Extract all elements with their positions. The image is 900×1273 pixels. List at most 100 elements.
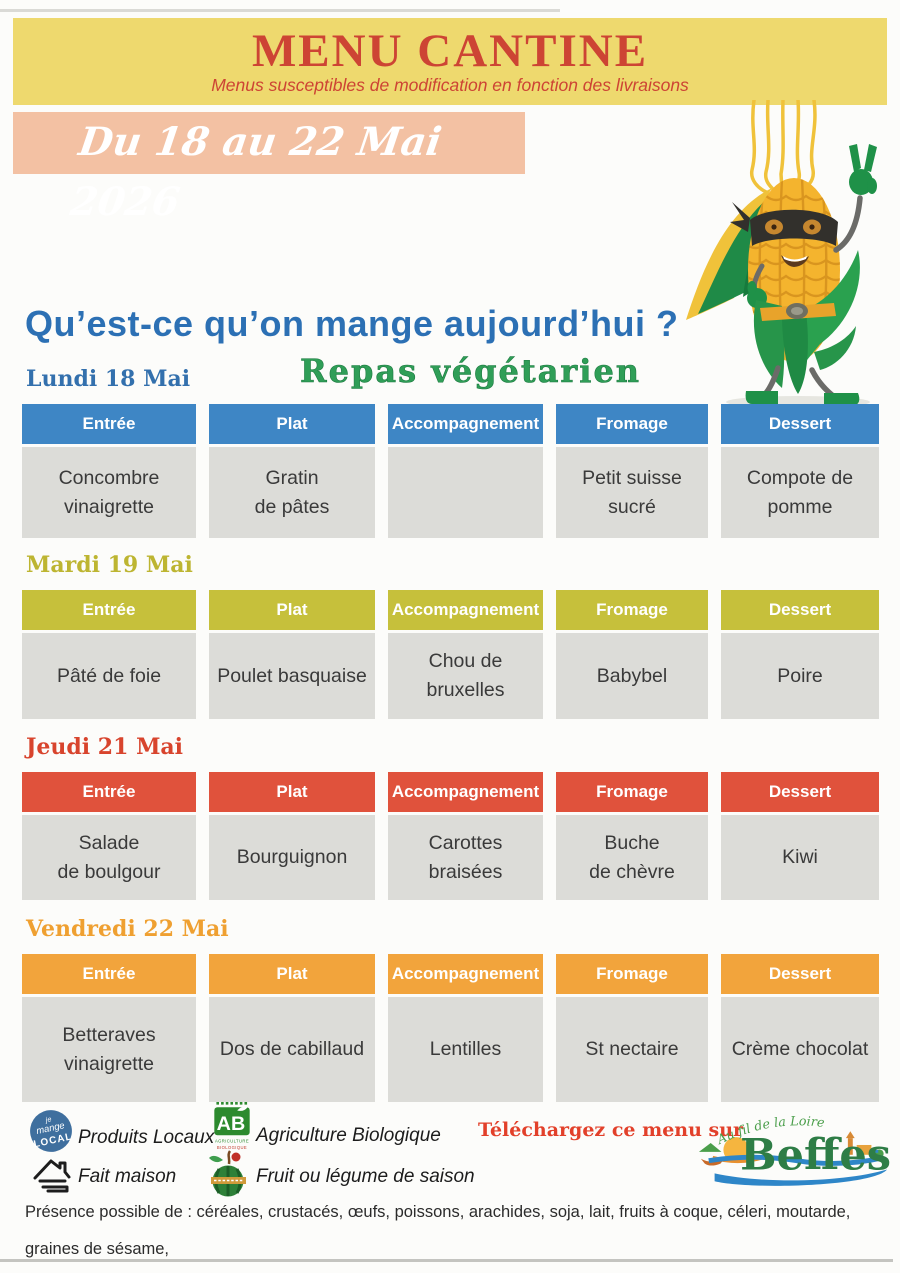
menu-cell-entree: Pâté de foie — [22, 633, 196, 719]
left-pupil — [771, 224, 777, 230]
peace-sign-glove — [849, 144, 877, 195]
column-header-plat: Plat — [209, 954, 375, 994]
menu-cell-fromage: Petit suisse sucré — [556, 447, 708, 538]
column-header-fromage: Fromage — [556, 590, 708, 630]
menu-cell-fromage: Buche de chèvre — [556, 815, 708, 900]
column-header-entree: Entrée — [22, 590, 196, 630]
day-title: Jeudi 21 Mai — [26, 734, 184, 760]
ab-small-line1: AGRICULTURE — [215, 1139, 249, 1144]
download-text: Téléchargez ce menu sur — [478, 1119, 744, 1141]
menu-cell-accompagnement: Lentilles — [388, 997, 543, 1102]
column-header-row: Entrée Plat Accompagnement Fromage Desse… — [22, 404, 879, 444]
belt-buckle-inner — [791, 307, 803, 315]
beffes-town-logo: Au fil de la Loire Beffes — [698, 1114, 891, 1186]
header-band: MENU CANTINE Menus susceptibles de modif… — [13, 18, 887, 105]
right-pupil — [809, 224, 815, 230]
legend-fruit-legume-saison: Fruit ou légume de saison — [256, 1166, 475, 1187]
bottom-divider — [0, 1259, 893, 1262]
menu-cell-plat: Gratin de pâtes — [209, 447, 375, 538]
menu-cell-plat: Dos de cabillaud — [209, 997, 375, 1102]
bandana-knot — [730, 202, 750, 232]
legend-produits-locaux: Produits Locaux — [78, 1127, 215, 1148]
column-header-plat: Plat — [209, 404, 375, 444]
page-title: MENU CANTINE — [251, 25, 649, 77]
house-icon — [33, 1159, 71, 1193]
menu-cell-accompagnement: Carottes braisées — [388, 815, 543, 900]
column-header-fromage: Fromage — [556, 404, 708, 444]
right-boot — [824, 393, 860, 406]
day-title: Mardi 19 Mai — [26, 552, 193, 578]
local-badge-je: je — [44, 1114, 52, 1124]
menu-cell-dessert: Compote de pomme — [721, 447, 879, 538]
menu-cell-dessert: Poire — [721, 633, 879, 719]
menu-cell-accompagnement: Chou de bruxelles — [388, 633, 543, 719]
menu-cell-accompagnement — [388, 447, 543, 538]
ab-letters: AB — [217, 1113, 246, 1135]
menu-cell-dessert: Crème chocolat — [721, 997, 879, 1102]
column-header-entree: Entrée — [22, 404, 196, 444]
menu-cell-plat: Bourguignon — [209, 815, 375, 900]
date-range: Du 18 au 22 Mai 2026 — [67, 119, 445, 225]
column-header-accompagnement: Accompagnement — [388, 772, 543, 812]
menu-cell-entree: Salade de boulgour — [22, 815, 196, 900]
legend-agriculture-biologique: Agriculture Biologique — [256, 1125, 441, 1146]
menu-row: Pâté de foie Poulet basquaise Chou de br… — [22, 633, 879, 719]
day-title: Lundi 18 Mai — [26, 366, 191, 392]
left-boot — [745, 391, 778, 404]
day-section-vendredi: Vendredi 22 Mai Entrée Plat Accompagneme… — [22, 916, 879, 1102]
water-swoosh — [714, 1169, 888, 1186]
date-banner: Du 18 au 22 Mai 2026 — [13, 112, 525, 225]
water-line — [708, 1154, 884, 1166]
menu-cell-entree: Concombre vinaigrette — [22, 447, 196, 538]
legend-fait-maison: Fait maison — [78, 1166, 177, 1187]
column-header-dessert: Dessert — [721, 954, 879, 994]
column-header-accompagnement: Accompagnement — [388, 590, 543, 630]
menu-cell-fromage: Babybel — [556, 633, 708, 719]
allergen-line-2: sulfites, lupin, mollusques, — [25, 1268, 873, 1273]
menu-row: Salade de boulgour Bourguignon Carottes … — [22, 815, 879, 900]
menu-cell-plat: Poulet basquaise — [209, 633, 375, 719]
vegetarian-note: Repas végétarien — [300, 352, 642, 391]
column-header-fromage: Fromage — [556, 772, 708, 812]
menu-row: Betteraves vinaigrette Dos de cabillaud … — [22, 997, 879, 1102]
column-header-plat: Plat — [209, 590, 375, 630]
day-title: Vendredi 22 Mai — [26, 916, 229, 942]
tree-icon — [698, 1143, 722, 1152]
column-header-row: Entrée Plat Accompagnement Fromage Desse… — [22, 954, 879, 994]
teeth — [783, 256, 807, 262]
menu-cell-dessert: Kiwi — [721, 815, 879, 900]
right-arm — [833, 195, 863, 253]
day-section-mardi: Mardi 19 Mai Entrée Plat Accompagnement … — [22, 552, 879, 719]
column-header-plat: Plat — [209, 772, 375, 812]
mask — [750, 209, 838, 246]
column-header-dessert: Dessert — [721, 590, 879, 630]
column-header-row: Entrée Plat Accompagnement Fromage Desse… — [22, 772, 879, 812]
column-header-dessert: Dessert — [721, 772, 879, 812]
menu-row: Concombre vinaigrette Gratin de pâtes Pe… — [22, 447, 879, 538]
column-header-entree: Entrée — [22, 772, 196, 812]
je-mange-local-badge-icon: je mange LOCAL — [30, 1110, 74, 1152]
allergen-notice: Présence possible de : céréales, crustac… — [25, 1194, 873, 1273]
scan-artifact — [0, 9, 560, 12]
menu-cell-entree: Betteraves vinaigrette — [22, 997, 196, 1102]
mouth — [781, 255, 809, 267]
corn-silk-strings — [749, 100, 817, 196]
ab-organic-logo-icon: AB AGRICULTURE BIOLOGIQUE — [214, 1102, 250, 1150]
menu-cell-fromage: St nectaire — [556, 997, 708, 1102]
seasonal-fruit-icon — [209, 1150, 246, 1197]
left-thumb — [747, 281, 757, 295]
column-header-fromage: Fromage — [556, 954, 708, 994]
allergen-line-1: Présence possible de : céréales, crustac… — [25, 1203, 851, 1258]
ab-small-line2: BIOLOGIQUE — [217, 1145, 247, 1150]
column-header-dessert: Dessert — [721, 404, 879, 444]
day-section-lundi: Lundi 18 Mai Entrée Plat Accompagnement … — [22, 366, 879, 538]
day-section-jeudi: Jeudi 21 Mai Entrée Plat Accompagnement … — [22, 734, 879, 900]
beffes-name: Beffes — [740, 1130, 891, 1180]
header-subtitle: Menus susceptibles de modification en fo… — [211, 75, 689, 95]
corn-mascot-illustration — [686, 100, 877, 408]
column-header-row: Entrée Plat Accompagnement Fromage Desse… — [22, 590, 879, 630]
column-header-accompagnement: Accompagnement — [388, 404, 543, 444]
column-header-accompagnement: Accompagnement — [388, 954, 543, 994]
column-header-entree: Entrée — [22, 954, 196, 994]
